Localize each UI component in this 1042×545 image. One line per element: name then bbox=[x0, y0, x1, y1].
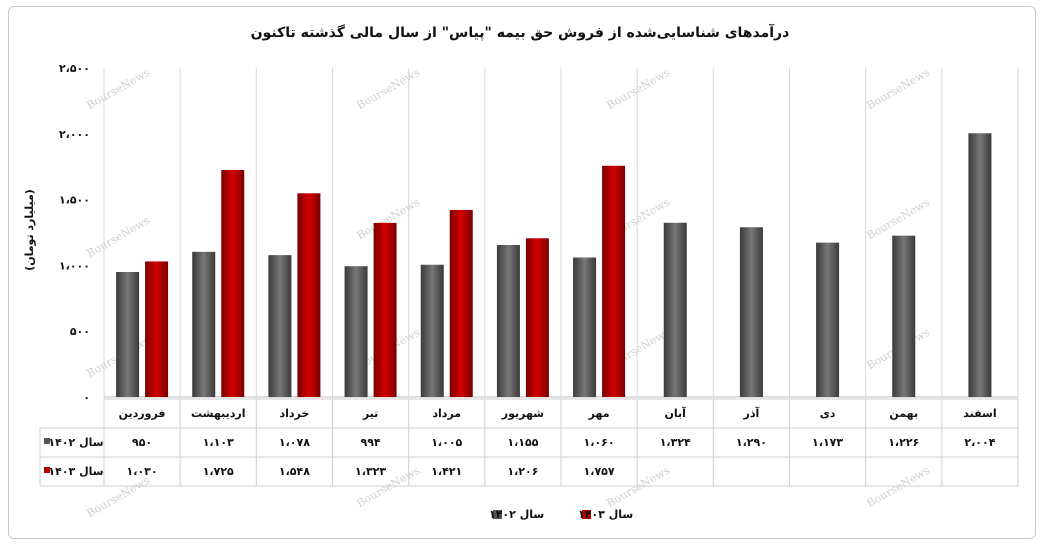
table-value: ۱،۰۰۵ bbox=[431, 436, 462, 449]
bar-1402 bbox=[968, 133, 992, 397]
data-table: فروردین اردیبهشت خرداد تیر مرداد شهریور مهر آبا… bbox=[39, 398, 1019, 487]
table-series-label: سال ۱۴۰۳ bbox=[48, 465, 103, 478]
table-value: ۱،۷۲۵ bbox=[203, 465, 234, 478]
legend-label: سال ۱۴۰۳ bbox=[578, 508, 633, 521]
watermark-text: BourseNews bbox=[85, 66, 153, 113]
y-tick-label: ۱،۰۰۰ bbox=[59, 259, 90, 272]
table-value: ۱،۲۰۶ bbox=[507, 465, 538, 478]
bar-1402 bbox=[344, 266, 368, 397]
table-value: ۱،۲۲۶ bbox=[888, 436, 919, 449]
bar-1403 bbox=[221, 169, 245, 397]
x-tick-label: اردیبهشت bbox=[191, 407, 245, 420]
table-series-swatch bbox=[44, 467, 50, 473]
table-value: ۱،۳۲۴ bbox=[660, 436, 691, 449]
watermark-text: BourseNews bbox=[605, 66, 673, 113]
table-value: ۱،۲۹۰ bbox=[736, 436, 767, 449]
table-value: ۲،۰۰۴ bbox=[964, 436, 995, 449]
bar-1402 bbox=[663, 222, 687, 397]
bar-1403 bbox=[525, 238, 549, 397]
watermark-text: BourseNews bbox=[605, 464, 673, 511]
table-value: ۱،۱۰۳ bbox=[203, 436, 234, 449]
gridlines bbox=[103, 68, 1019, 398]
bar-1402 bbox=[892, 235, 916, 397]
chart-frame bbox=[8, 6, 1036, 539]
y-tick-label: ۲،۵۰۰ bbox=[59, 62, 90, 75]
bar-1403 bbox=[145, 261, 169, 397]
x-tick-label: شهریور bbox=[501, 407, 544, 420]
table-series-swatch bbox=[44, 438, 50, 444]
legend-label: سال ۱۴۰۲ bbox=[489, 508, 544, 521]
x-tick-label: بهمن bbox=[889, 407, 918, 420]
x-tick-label: آذر bbox=[743, 406, 760, 420]
bar-1403 bbox=[602, 165, 626, 397]
table-value: ۱،۰۶۰ bbox=[584, 436, 615, 449]
bars bbox=[116, 133, 992, 397]
table-series-label: سال ۱۴۰۲ bbox=[48, 436, 103, 449]
y-tick-label: ۱،۵۰۰ bbox=[59, 194, 90, 207]
bar-1402 bbox=[420, 264, 444, 397]
bar-1402 bbox=[573, 257, 597, 397]
watermark-text: BourseNews bbox=[85, 474, 153, 521]
table-value: ۱،۱۵۵ bbox=[507, 436, 538, 449]
x-tick-label: فروردین bbox=[119, 407, 166, 420]
bar-1402 bbox=[496, 245, 520, 397]
bar-1402 bbox=[192, 251, 216, 397]
bar-1403 bbox=[297, 193, 321, 397]
y-tick-label: ۵۰۰ bbox=[70, 325, 90, 338]
x-tick-label: مرداد bbox=[432, 407, 461, 420]
table-value: ۹۵۰ bbox=[132, 436, 152, 449]
watermark-text: BourseNews bbox=[865, 196, 933, 243]
table-value: ۱،۴۲۱ bbox=[431, 465, 462, 478]
bar-1402 bbox=[268, 255, 292, 397]
legend: سال ۱۴۰۳ سال ۱۴۰۲ bbox=[489, 508, 633, 521]
bar-1402 bbox=[816, 242, 840, 397]
chart-title: درآمدهای شناسایی‌شده از فروش حق بیمه "پی… bbox=[251, 23, 790, 41]
table-value: ۹۹۴ bbox=[361, 436, 381, 449]
table-value: ۱،۱۷۳ bbox=[812, 436, 843, 449]
x-tick-label: خرداد bbox=[279, 407, 309, 420]
x-tick-label: تیر bbox=[362, 407, 378, 420]
table-value: ۱،۰۷۸ bbox=[279, 436, 310, 449]
table-value: ۱،۷۵۷ bbox=[584, 465, 615, 478]
x-tick-label: مهر bbox=[588, 407, 610, 420]
table-value: ۱،۳۲۳ bbox=[355, 465, 386, 478]
watermark-text: BourseNews bbox=[85, 214, 153, 261]
x-tick-label: دی bbox=[820, 407, 836, 420]
watermark-text: BourseNews bbox=[865, 66, 933, 113]
x-tick-label: اسفند bbox=[963, 407, 996, 420]
bar-1402 bbox=[739, 227, 763, 397]
bar-1402 bbox=[116, 271, 140, 397]
bar-1403 bbox=[373, 222, 397, 397]
table-value: ۱،۰۳۰ bbox=[127, 465, 158, 478]
bar-1403 bbox=[449, 209, 473, 397]
watermark-text: BourseNews bbox=[865, 464, 933, 511]
y-axis-label: (میلیارد تومان) bbox=[23, 189, 36, 271]
y-tick-label: ۲،۰۰۰ bbox=[59, 128, 90, 141]
legend-swatch bbox=[493, 510, 502, 519]
y-axis-ticks: ۰ ۵۰۰ ۱،۰۰۰ ۱،۵۰۰ ۲،۰۰۰ ۲،۵۰۰ bbox=[59, 62, 90, 404]
x-tick-label: آبان bbox=[665, 406, 687, 420]
watermark-text: BourseNews bbox=[355, 66, 423, 113]
table-value: ۱،۵۴۸ bbox=[279, 465, 310, 478]
y-tick-label: ۰ bbox=[83, 391, 90, 404]
legend-swatch bbox=[582, 510, 591, 519]
